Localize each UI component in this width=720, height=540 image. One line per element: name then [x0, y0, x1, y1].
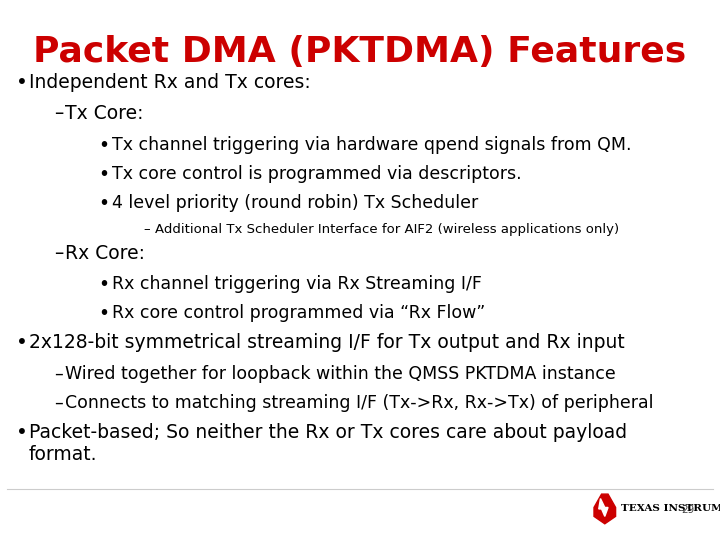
Text: 2x128-bit symmetrical streaming I/F for Tx output and Rx input: 2x128-bit symmetrical streaming I/F for … [29, 333, 624, 352]
Text: Packet DMA (PKTDMA) Features: Packet DMA (PKTDMA) Features [33, 35, 687, 69]
Text: –: – [54, 364, 63, 382]
Text: •: • [16, 73, 27, 92]
Text: Connects to matching streaming I/F (Tx->Rx, Rx->Tx) of peripheral: Connects to matching streaming I/F (Tx->… [65, 394, 653, 411]
Text: •: • [99, 304, 109, 323]
Text: Rx Core:: Rx Core: [65, 244, 145, 262]
Text: Rx core control programmed via “Rx Flow”: Rx core control programmed via “Rx Flow” [112, 304, 485, 322]
Text: Independent Rx and Tx cores:: Independent Rx and Tx cores: [29, 73, 310, 92]
Text: •: • [16, 333, 27, 352]
Text: •: • [99, 275, 109, 294]
Text: Tx channel triggering via hardware qpend signals from QM.: Tx channel triggering via hardware qpend… [112, 136, 631, 153]
Text: •: • [99, 136, 109, 154]
Polygon shape [594, 494, 616, 524]
Text: •: • [16, 423, 27, 442]
Text: Tx core control is programmed via descriptors.: Tx core control is programmed via descri… [112, 165, 521, 183]
Text: Wired together for loopback within the QMSS PKTDMA instance: Wired together for loopback within the Q… [65, 364, 616, 382]
Text: 4 level priority (round robin) Tx Scheduler: 4 level priority (round robin) Tx Schedu… [112, 194, 478, 212]
Text: TEXAS INSTRUMENTS: TEXAS INSTRUMENTS [621, 504, 720, 514]
Text: •: • [99, 165, 109, 184]
Text: 29: 29 [682, 505, 695, 515]
Text: Tx Core:: Tx Core: [65, 104, 143, 123]
Text: –: – [54, 104, 63, 123]
Text: Packet-based; So neither the Rx or Tx cores care about payload
format.: Packet-based; So neither the Rx or Tx co… [29, 423, 627, 464]
Polygon shape [599, 498, 608, 516]
Text: –: – [143, 223, 150, 236]
Text: –: – [54, 244, 63, 262]
Text: Additional Tx Scheduler Interface for AIF2 (wireless applications only): Additional Tx Scheduler Interface for AI… [155, 223, 619, 236]
Text: •: • [99, 194, 109, 213]
Text: Rx channel triggering via Rx Streaming I/F: Rx channel triggering via Rx Streaming I… [112, 275, 482, 293]
Text: –: – [54, 394, 63, 411]
